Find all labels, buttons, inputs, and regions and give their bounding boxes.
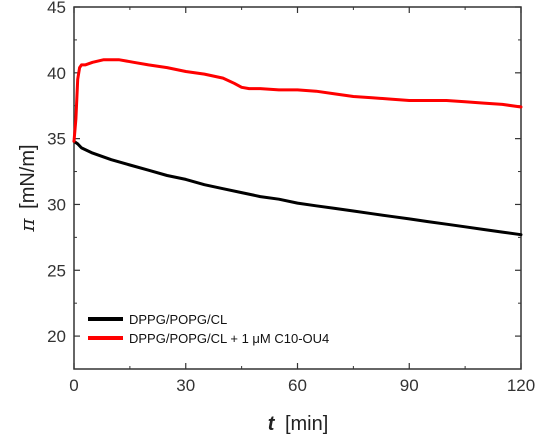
legend-label-series-2: DPPG/POPG/CL + 1 μM C10-OU4 <box>129 331 329 346</box>
y-tick-label: 30 <box>47 195 66 214</box>
x-tick-label: 60 <box>288 376 307 395</box>
legend: DPPG/POPG/CL DPPG/POPG/CL + 1 μM C10-OU4 <box>88 312 329 346</box>
x-axis-title: t [min] <box>268 413 329 435</box>
x-tick-label: 120 <box>507 376 535 395</box>
series-line-2 <box>72 58 523 143</box>
series-line-1 <box>72 139 523 237</box>
y-tick-label: 25 <box>47 261 66 280</box>
x-tick-label: 30 <box>176 376 195 395</box>
ticks: 0 30 60 90 120 20 25 30 35 40 45 <box>47 0 535 395</box>
y-tick-label: 35 <box>47 130 66 149</box>
y-tick-label: 20 <box>47 327 66 346</box>
y-tick-label: 45 <box>47 0 66 17</box>
series-group <box>72 58 523 237</box>
x-axis-unit: [min] <box>285 413 328 435</box>
y-axis-unit: [mN/m] <box>17 144 39 208</box>
x-tick-label: 90 <box>400 376 419 395</box>
y-axis-title: π [mN/m] <box>15 144 39 232</box>
x-axis-variable: t <box>268 413 276 435</box>
y-tick-label: 40 <box>47 64 66 83</box>
x-tick-label: 0 <box>69 376 78 395</box>
legend-label-series-1: DPPG/POPG/CL <box>129 312 227 327</box>
y-axis-variable: π <box>15 218 39 233</box>
